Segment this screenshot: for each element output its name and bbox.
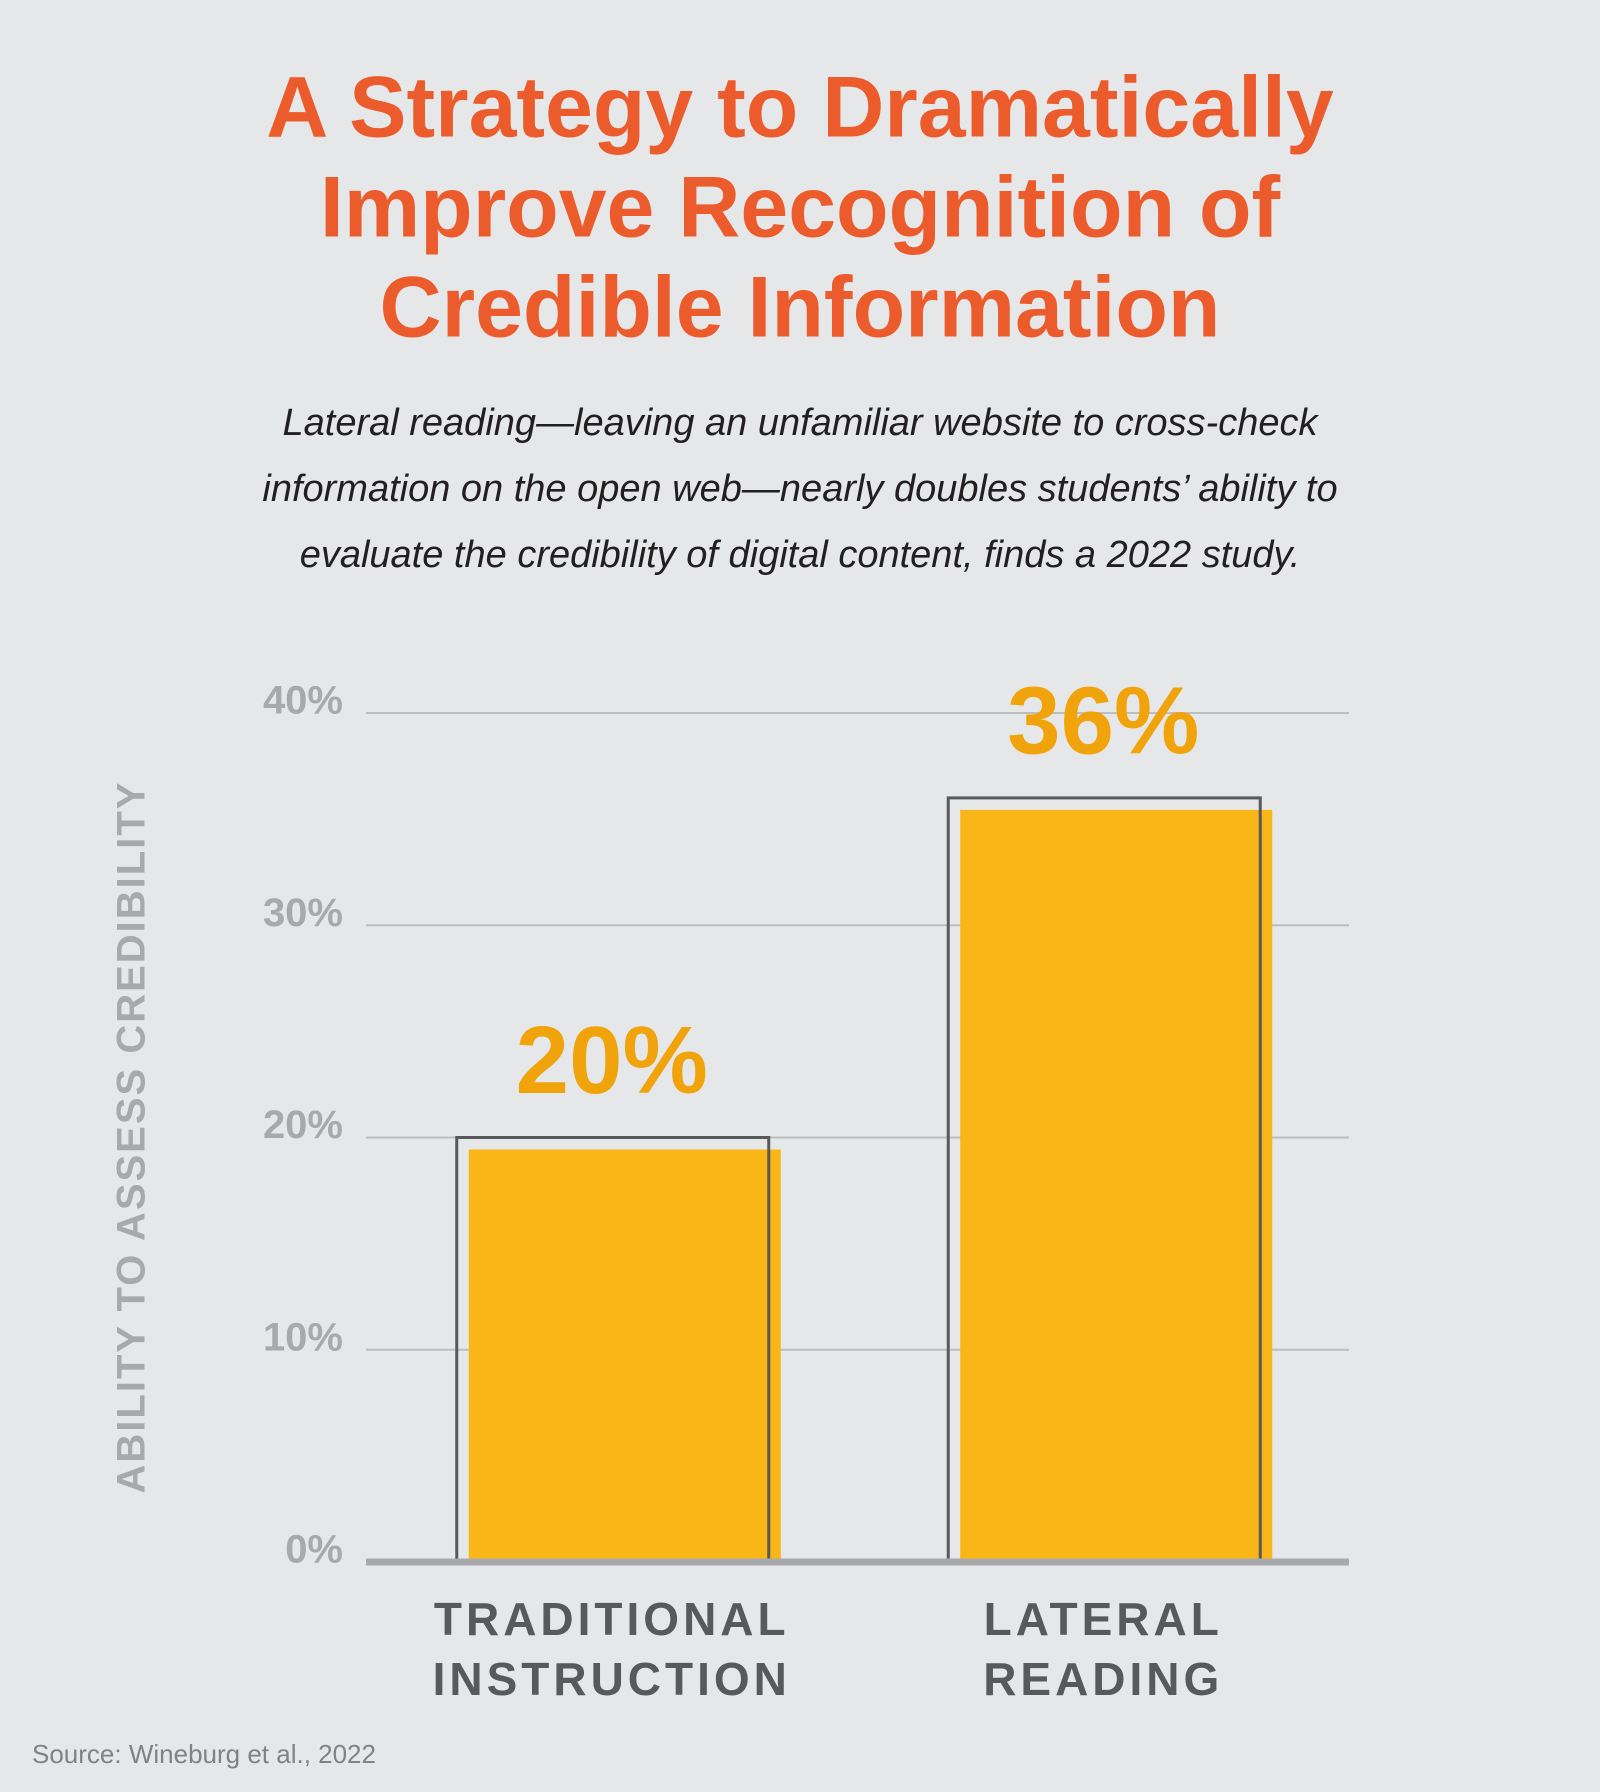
bar bbox=[468, 1149, 781, 1562]
x-tick-label: LATERAL READING bbox=[983, 1593, 1223, 1705]
y-tick-label: 10% bbox=[263, 1315, 343, 1359]
y-tick-label: 0% bbox=[285, 1528, 343, 1572]
chart-title: Improve Recognition of bbox=[320, 160, 1281, 256]
y-axis-label: ABILITY TO ASSESS CREDIBILITY bbox=[110, 781, 154, 1494]
value-label: 36% bbox=[1007, 667, 1199, 774]
chart-subtitle: information on the open web—nearly doubl… bbox=[262, 468, 1337, 510]
value-label: 20% bbox=[516, 1007, 708, 1114]
source: Source: Wineburg et al., 2022 bbox=[32, 1739, 376, 1769]
x-tick-label: TRADITIONAL INSTRUCTION bbox=[433, 1593, 791, 1705]
chart-title: A Strategy to Dramatically bbox=[266, 60, 1334, 156]
y-tick-label: 30% bbox=[263, 891, 343, 935]
y-tick-label: 40% bbox=[263, 679, 343, 723]
chart-subtitle: evaluate the credibility of digital cont… bbox=[300, 534, 1301, 576]
chart-subtitle: Lateral reading—leaving an unfamiliar we… bbox=[283, 402, 1320, 444]
y-tick-label: 20% bbox=[263, 1103, 343, 1147]
chart-title: Credible Information bbox=[380, 260, 1221, 356]
bar bbox=[960, 809, 1273, 1562]
